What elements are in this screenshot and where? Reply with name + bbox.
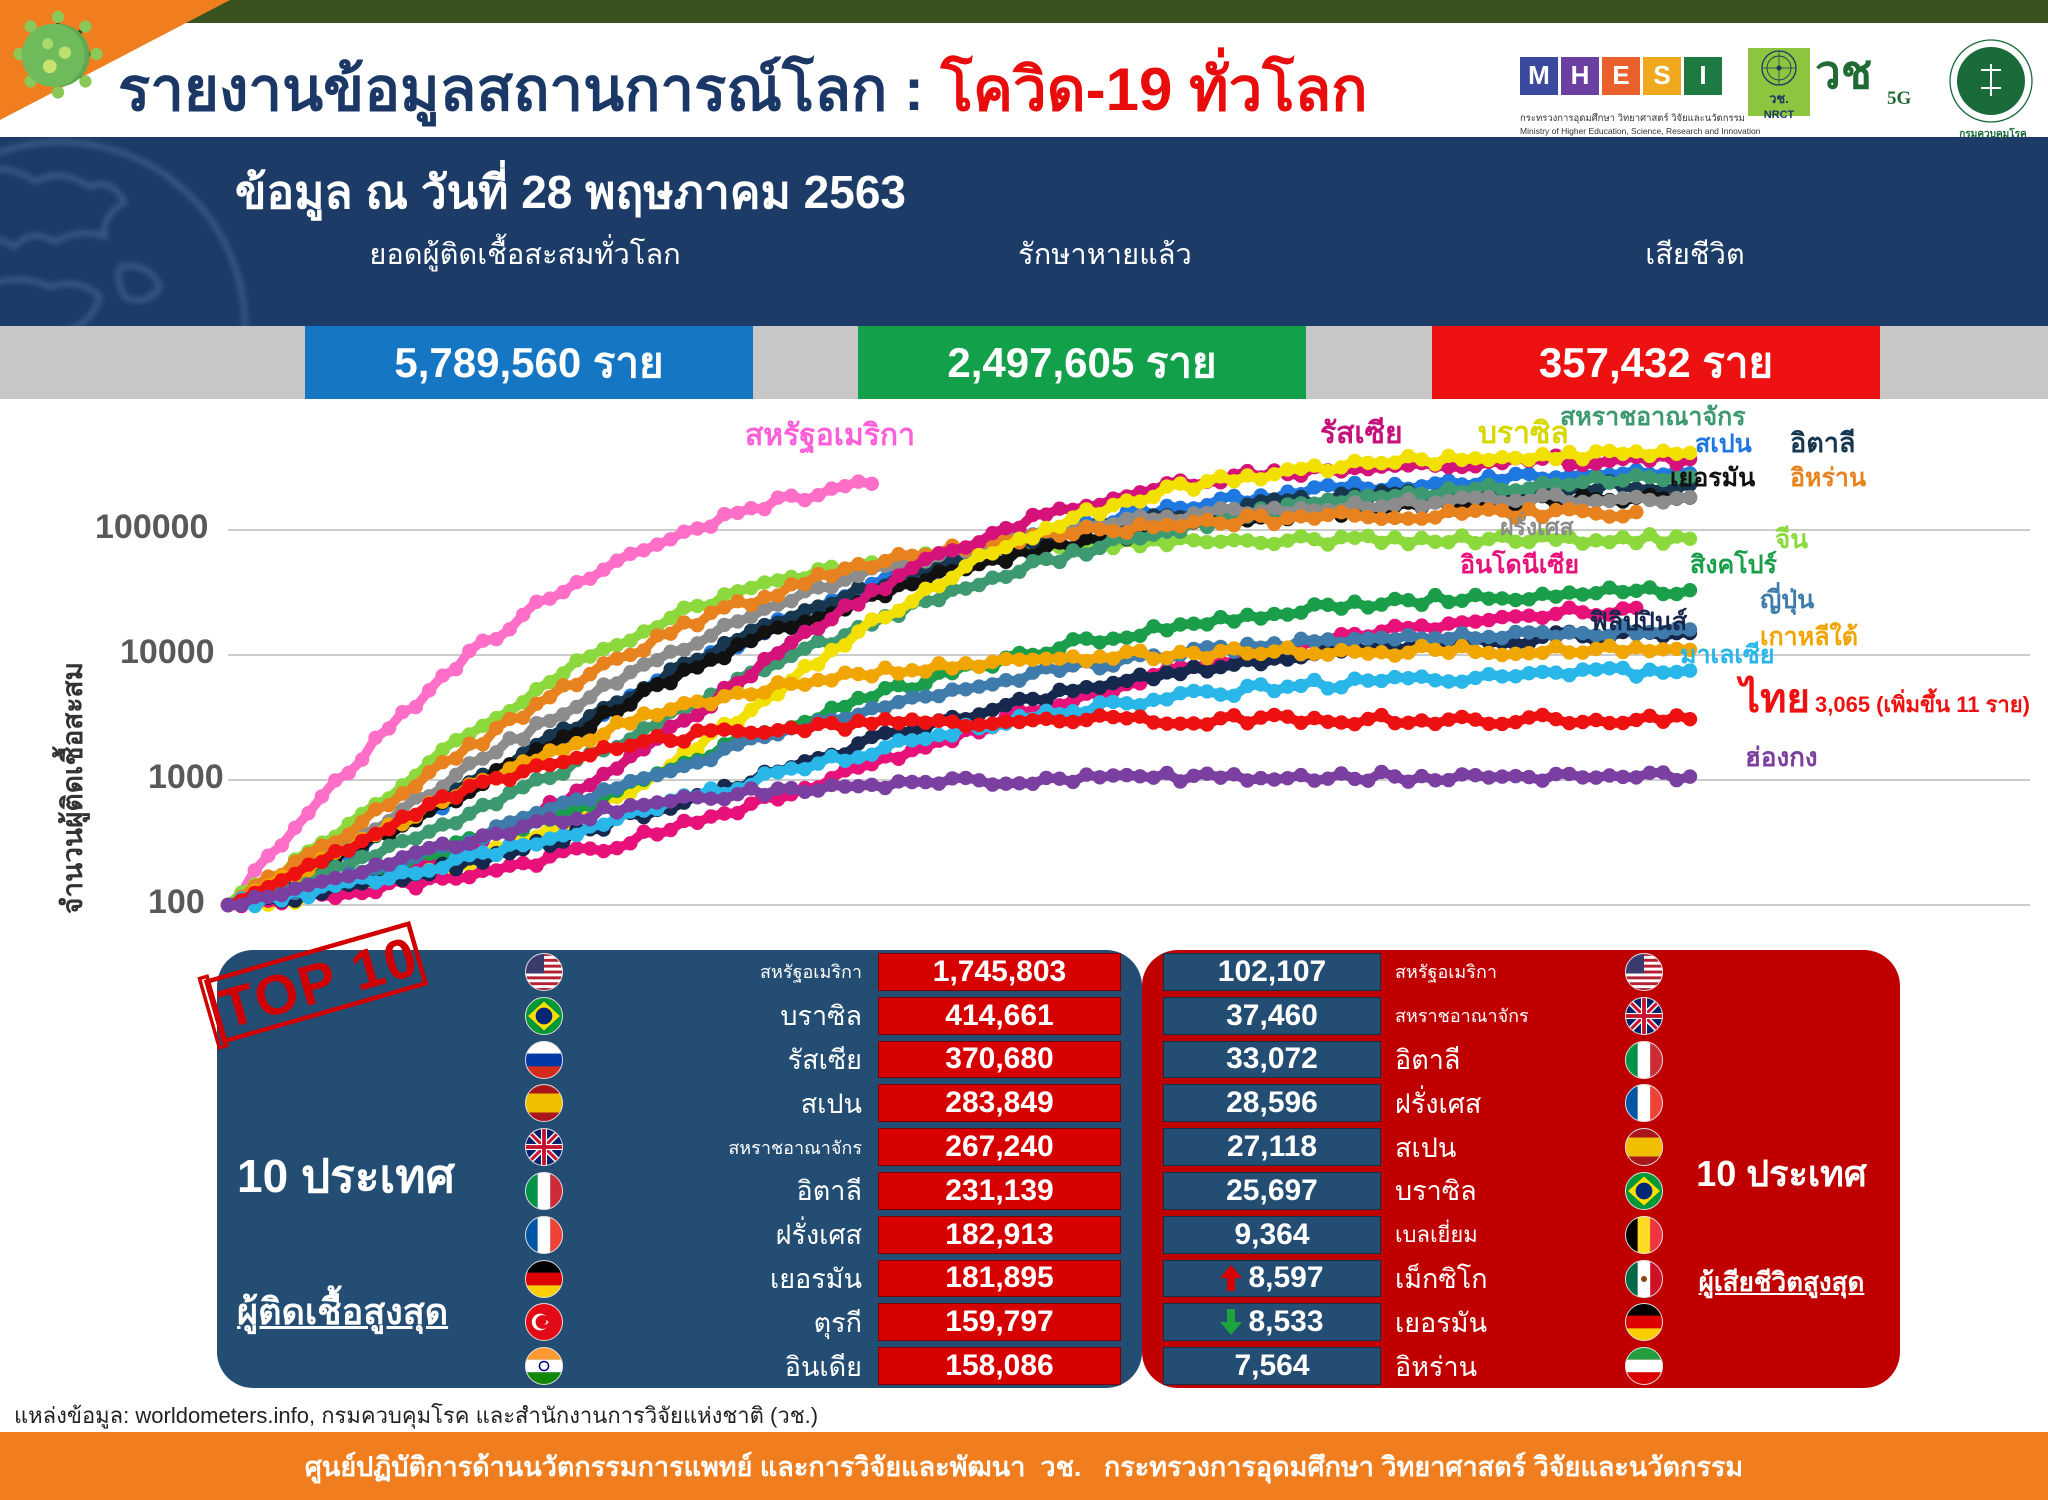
svg-text:สหรัฐอเมริกา: สหรัฐอเมริกา [745,419,915,455]
svg-text:ญี่ปุ่น: ญี่ปุ่น [1760,582,1814,616]
svg-text:3,065 (เพิ่มขึ้น 11 ราย): 3,065 (เพิ่มขึ้น 11 ราย) [1815,688,2030,717]
svg-text:จีน: จีน [1775,524,1808,554]
svg-text:ฝรั่งเศส: ฝรั่งเศส [1500,510,1575,540]
svg-text:สหราชอาณาจักร: สหราชอาณาจักร [1560,403,1746,431]
svg-text:E: E [1612,60,1629,90]
svg-text:อิหร่าน: อิหร่าน [1790,464,1866,492]
svg-text:ฮ่องกง: ฮ่องกง [1745,742,1818,772]
svg-text:H: H [1571,60,1590,90]
svg-text:เกาหลีใต้: เกาหลีใต้ [1760,621,1858,651]
svg-text:ไทย: ไทย [1736,675,1810,721]
svg-text:อินโดนีเซีย: อินโดนีเซีย [1460,549,1579,579]
svg-text:TOP 10: TOP 10 [213,924,425,1041]
svg-text:I: I [1699,60,1706,90]
svg-text:บราซิล: บราซิล [1478,417,1569,450]
svg-text:ฟิลิปปินส์: ฟิลิปปินส์ [1590,607,1688,636]
svg-text:S: S [1653,60,1670,90]
svg-text:สเปน: สเปน [1695,430,1752,458]
svg-text:เยอรมัน: เยอรมัน [1670,464,1755,492]
svg-text:อิตาลี: อิตาลี [1790,428,1855,458]
svg-text:รัสเซีย: รัสเซีย [1320,417,1403,450]
svg-text:M: M [1528,60,1550,90]
svg-text:สิงคโปร์: สิงคโปร์ [1690,549,1777,579]
